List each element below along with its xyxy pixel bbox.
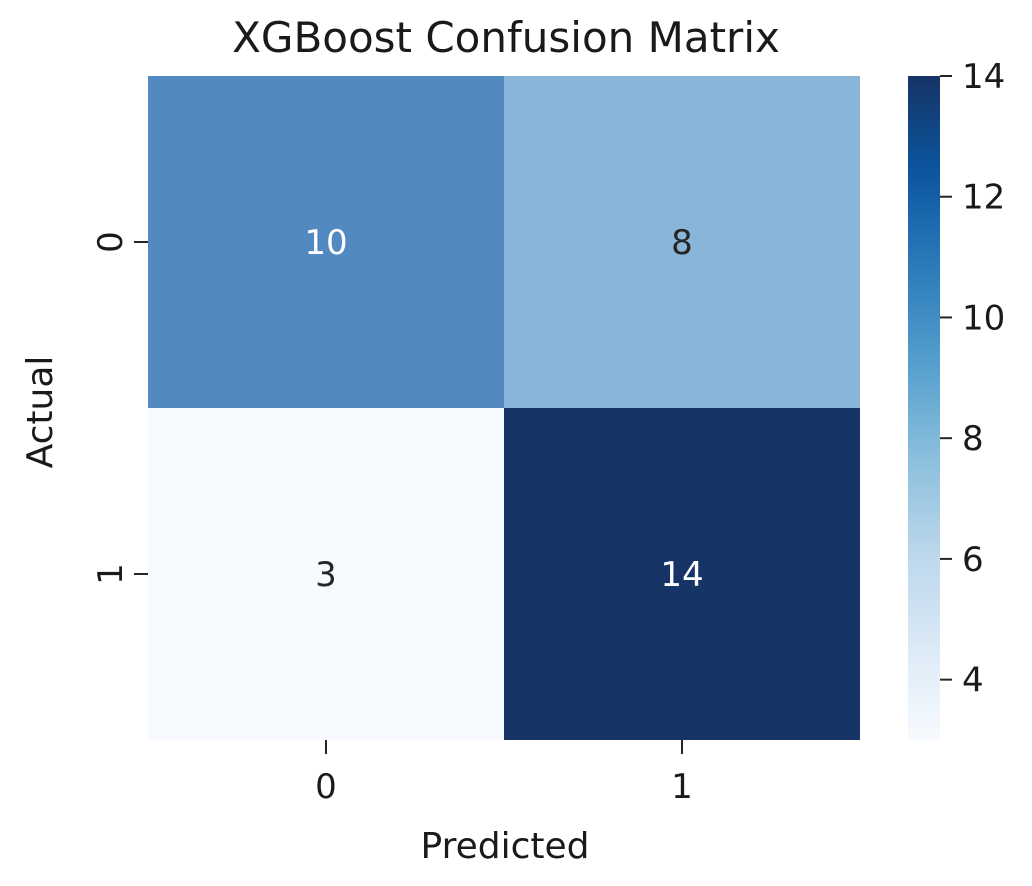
heatmap-cells	[148, 76, 860, 740]
heatmap-cell-labels: 10 8 3 14	[304, 223, 703, 595]
heatmap-cell-0-1	[504, 76, 860, 408]
heatmap-cell-0-0	[148, 76, 504, 408]
colorbar-tick-label-3: 10	[962, 298, 1005, 338]
x-axis-label: Predicted	[421, 826, 590, 867]
y-tick-label-0: 0	[91, 231, 131, 253]
colorbar-tick-label-0: 4	[962, 661, 984, 701]
chart-title: XGBoost Confusion Matrix	[232, 13, 780, 62]
x-tick-label-0: 0	[315, 767, 337, 807]
y-axis-label: Actual	[20, 356, 61, 469]
colorbar	[908, 76, 940, 740]
heatmap-cell-1-0	[148, 408, 504, 740]
colorbar-ticks: 4 6 8 10 12 14	[940, 57, 1005, 701]
cell-value-0-1: 8	[671, 223, 693, 263]
y-axis-ticks: 01	[91, 231, 148, 585]
cell-value-1-1: 14	[660, 555, 703, 595]
heatmap-cell-1-1	[504, 408, 860, 740]
colorbar-tick-label-4: 12	[962, 178, 1005, 218]
colorbar-tick-label-5: 14	[962, 57, 1005, 97]
colorbar-tick-label-2: 8	[962, 419, 984, 459]
colorbar-tick-label-1: 6	[962, 540, 984, 580]
cell-value-0-0: 10	[304, 223, 347, 263]
x-tick-label-1: 1	[671, 767, 693, 807]
cell-value-1-0: 3	[315, 555, 337, 595]
y-tick-label-1: 1	[91, 563, 131, 585]
